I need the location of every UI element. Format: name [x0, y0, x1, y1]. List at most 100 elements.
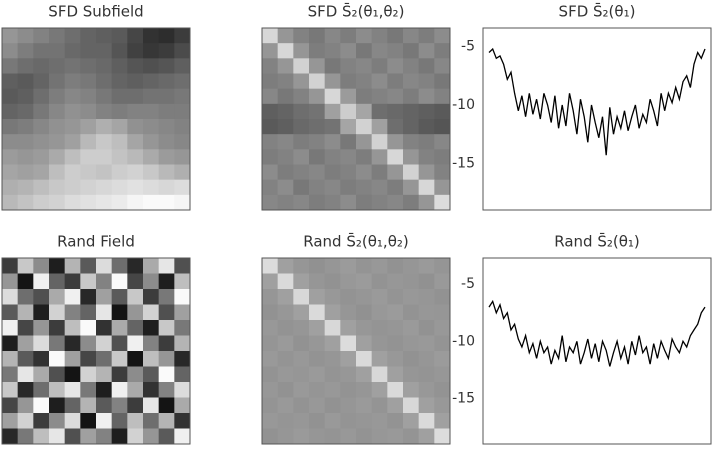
heatmap-cell	[80, 273, 97, 290]
heatmap-cell	[324, 28, 341, 44]
heatmap-cell	[111, 335, 128, 352]
heatmap-cell	[293, 43, 310, 59]
heatmap-cell	[49, 194, 66, 211]
heatmap-cell	[2, 149, 19, 165]
heatmap-cell	[371, 103, 388, 120]
heatmap-cell	[96, 103, 113, 120]
heatmap-cell	[293, 164, 310, 181]
heatmap-cell	[434, 273, 451, 290]
heatmap-cell	[309, 320, 326, 336]
heatmap-cell	[403, 103, 420, 120]
heatmap-cell	[371, 258, 388, 274]
heatmap-cell	[49, 382, 66, 398]
heatmap-cell	[17, 335, 34, 352]
heatmap-cell	[64, 164, 81, 181]
heatmap-cell	[324, 258, 341, 274]
heatmap-cell	[127, 335, 144, 352]
heatmap-cell	[80, 335, 97, 352]
heatmap-cell	[371, 320, 388, 336]
heatmap-cell	[418, 320, 435, 336]
heatmap-cell	[143, 119, 160, 135]
heatmap-cell	[33, 58, 50, 74]
line	[488, 299, 706, 367]
heatmap-cell	[80, 304, 97, 321]
heatmap-cell	[2, 304, 19, 321]
heatmap-cell	[340, 428, 357, 445]
heatmap-cell	[356, 320, 373, 336]
heatmap-cell	[262, 258, 279, 274]
heatmap-cell	[371, 413, 388, 429]
heatmap-cell	[277, 134, 294, 150]
heatmap-cell	[309, 397, 326, 414]
heatmap-cell	[340, 164, 357, 181]
heatmap-cell	[127, 58, 144, 74]
heatmap-cell	[387, 320, 404, 336]
heatmap-cell	[174, 119, 191, 135]
heatmap-cell	[262, 28, 279, 44]
heatmap-cell	[2, 43, 19, 59]
heatmap-cell	[127, 164, 144, 181]
heatmap-cell	[309, 273, 326, 290]
heatmap-cell	[158, 58, 175, 74]
heatmap-cell	[143, 335, 160, 352]
heatmap-cell	[434, 73, 451, 90]
heatmap-cell	[356, 28, 373, 44]
heatmap-cell	[111, 304, 128, 321]
heatmap-cell	[2, 194, 19, 211]
heatmap-cell	[434, 351, 451, 367]
heatmap-cell	[371, 366, 388, 383]
heatmap-cell	[418, 304, 435, 321]
heatmap-cell	[17, 413, 34, 429]
heatmap-cell	[356, 304, 373, 321]
heatmap-cell	[49, 43, 66, 59]
heatmap-cell	[64, 58, 81, 74]
heatmap-cell	[324, 134, 341, 150]
heatmap-cell	[174, 164, 191, 181]
heatmap-cell	[293, 304, 310, 321]
panel-frame	[261, 257, 451, 445]
heatmap-cell	[418, 428, 435, 445]
heatmap-cell	[33, 366, 50, 383]
heatmap-cell	[356, 73, 373, 90]
heatmap-cell	[262, 88, 279, 105]
heatmap-cell	[96, 273, 113, 290]
heatmap-cell	[418, 335, 435, 352]
heatmap-cell	[143, 164, 160, 181]
heatmap-cell	[309, 351, 326, 367]
heatmap-cell	[80, 194, 97, 211]
heatmap-cell	[277, 149, 294, 165]
heatmap-cell	[324, 149, 341, 165]
heatmap-cell	[96, 88, 113, 105]
heatmap-cell	[340, 73, 357, 90]
heatmap-cell	[434, 428, 451, 445]
heatmap-cell	[371, 28, 388, 44]
heatmap-cell	[324, 73, 341, 90]
heatmap-cell	[356, 88, 373, 105]
heatmap-cell	[277, 103, 294, 120]
heatmap-cell	[33, 428, 50, 445]
heatmap-cell	[111, 73, 128, 90]
heatmap-cell	[324, 397, 341, 414]
heatmap-cell	[371, 335, 388, 352]
heatmap-cell	[356, 382, 373, 398]
heatmap-cell	[158, 304, 175, 321]
heatmap-cell	[371, 43, 388, 59]
heatmap-cell	[262, 413, 279, 429]
heatmap-cell	[158, 273, 175, 290]
heatmap-cell	[340, 335, 357, 352]
heatmap-cell	[96, 258, 113, 274]
heatmap-cell	[33, 149, 50, 165]
heatmap-cell	[371, 179, 388, 196]
y-tick-label: -15	[452, 155, 475, 171]
heatmap-cell	[49, 258, 66, 274]
heatmap-cell	[2, 273, 19, 290]
heatmap-cell	[262, 366, 279, 383]
heatmap-cell	[387, 58, 404, 74]
heatmap-cell	[262, 289, 279, 305]
heatmap-cell	[49, 103, 66, 120]
heatmap-cell	[96, 366, 113, 383]
heatmap-cell	[111, 351, 128, 367]
heatmap-cell	[64, 103, 81, 120]
heatmap-cell	[2, 28, 19, 44]
heatmap-cell	[96, 320, 113, 336]
